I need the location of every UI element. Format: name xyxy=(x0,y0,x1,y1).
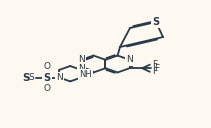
Text: S: S xyxy=(152,17,160,27)
Text: NH: NH xyxy=(80,70,92,79)
Text: O: O xyxy=(43,84,50,93)
Text: F: F xyxy=(152,67,157,76)
Text: S: S xyxy=(22,73,30,83)
Text: S: S xyxy=(43,73,50,83)
Text: N: N xyxy=(78,55,85,64)
Text: O: O xyxy=(43,62,50,71)
Text: F: F xyxy=(154,64,159,73)
Text: N: N xyxy=(78,64,85,73)
Text: F: F xyxy=(152,60,157,69)
Text: S: S xyxy=(28,73,34,82)
Text: N: N xyxy=(126,55,133,64)
Text: N: N xyxy=(56,73,63,82)
